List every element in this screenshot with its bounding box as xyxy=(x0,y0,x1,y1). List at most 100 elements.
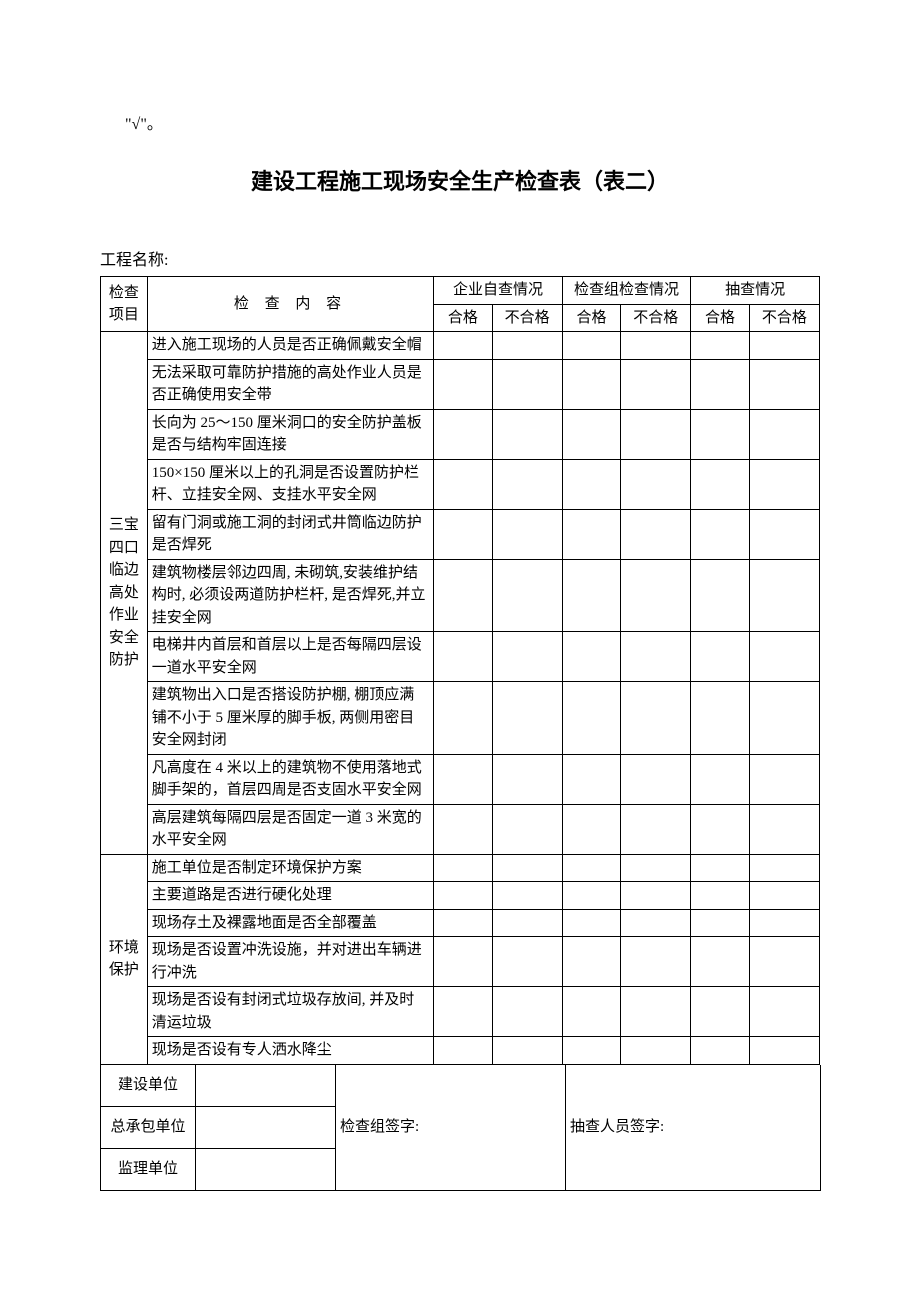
check-cell[interactable] xyxy=(562,332,620,360)
check-cell[interactable] xyxy=(621,937,691,987)
check-cell[interactable] xyxy=(749,509,819,559)
check-cell[interactable] xyxy=(562,509,620,559)
check-cell[interactable] xyxy=(492,937,562,987)
check-cell[interactable] xyxy=(749,332,819,360)
check-cell[interactable] xyxy=(749,804,819,854)
check-cell[interactable] xyxy=(562,909,620,937)
check-cell[interactable] xyxy=(434,682,492,755)
check-cell[interactable] xyxy=(562,409,620,459)
check-cell[interactable] xyxy=(621,409,691,459)
check-cell[interactable] xyxy=(749,359,819,409)
check-cell[interactable] xyxy=(562,854,620,882)
check-cell[interactable] xyxy=(621,987,691,1037)
sig-blank[interactable] xyxy=(196,1065,336,1107)
check-cell[interactable] xyxy=(621,509,691,559)
check-cell[interactable] xyxy=(434,882,492,910)
check-cell[interactable] xyxy=(691,682,749,755)
check-cell[interactable] xyxy=(492,332,562,360)
check-cell[interactable] xyxy=(562,682,620,755)
check-cell[interactable] xyxy=(434,359,492,409)
check-cell[interactable] xyxy=(434,559,492,632)
check-cell[interactable] xyxy=(749,909,819,937)
check-cell[interactable] xyxy=(562,359,620,409)
check-cell[interactable] xyxy=(621,332,691,360)
check-cell[interactable] xyxy=(562,632,620,682)
check-cell[interactable] xyxy=(492,987,562,1037)
check-cell[interactable] xyxy=(492,359,562,409)
check-cell[interactable] xyxy=(434,804,492,854)
check-cell[interactable] xyxy=(492,632,562,682)
check-cell[interactable] xyxy=(621,459,691,509)
check-cell[interactable] xyxy=(434,409,492,459)
check-cell[interactable] xyxy=(749,854,819,882)
check-cell[interactable] xyxy=(749,682,819,755)
check-cell[interactable] xyxy=(691,754,749,804)
check-cell[interactable] xyxy=(621,804,691,854)
check-cell[interactable] xyxy=(621,1037,691,1065)
check-cell[interactable] xyxy=(621,854,691,882)
check-cell[interactable] xyxy=(621,882,691,910)
check-cell[interactable] xyxy=(492,882,562,910)
checkgroup-sign[interactable]: 检查组签字: xyxy=(336,1065,566,1191)
check-cell[interactable] xyxy=(562,804,620,854)
check-cell[interactable] xyxy=(492,409,562,459)
check-cell[interactable] xyxy=(691,937,749,987)
check-cell[interactable] xyxy=(691,854,749,882)
check-cell[interactable] xyxy=(691,804,749,854)
check-cell[interactable] xyxy=(691,882,749,910)
check-cell[interactable] xyxy=(749,459,819,509)
check-cell[interactable] xyxy=(691,987,749,1037)
check-cell[interactable] xyxy=(691,632,749,682)
check-cell[interactable] xyxy=(691,509,749,559)
check-cell[interactable] xyxy=(749,937,819,987)
check-cell[interactable] xyxy=(749,987,819,1037)
check-cell[interactable] xyxy=(562,459,620,509)
check-cell[interactable] xyxy=(562,937,620,987)
check-cell[interactable] xyxy=(621,909,691,937)
check-cell[interactable] xyxy=(621,559,691,632)
check-cell[interactable] xyxy=(434,937,492,987)
check-cell[interactable] xyxy=(492,754,562,804)
check-cell[interactable] xyxy=(434,987,492,1037)
check-cell[interactable] xyxy=(492,509,562,559)
check-cell[interactable] xyxy=(492,559,562,632)
check-cell[interactable] xyxy=(434,854,492,882)
check-cell[interactable] xyxy=(749,409,819,459)
check-cell[interactable] xyxy=(434,332,492,360)
check-cell[interactable] xyxy=(691,332,749,360)
check-cell[interactable] xyxy=(562,559,620,632)
check-cell[interactable] xyxy=(492,459,562,509)
check-cell[interactable] xyxy=(492,682,562,755)
check-cell[interactable] xyxy=(562,987,620,1037)
check-cell[interactable] xyxy=(691,409,749,459)
check-cell[interactable] xyxy=(621,754,691,804)
sig-blank[interactable] xyxy=(196,1149,336,1191)
check-cell[interactable] xyxy=(691,459,749,509)
check-cell[interactable] xyxy=(691,1037,749,1065)
check-cell[interactable] xyxy=(434,632,492,682)
check-cell[interactable] xyxy=(621,632,691,682)
check-cell[interactable] xyxy=(434,509,492,559)
check-cell[interactable] xyxy=(562,1037,620,1065)
check-cell[interactable] xyxy=(562,754,620,804)
check-cell[interactable] xyxy=(434,909,492,937)
check-cell[interactable] xyxy=(749,559,819,632)
check-cell[interactable] xyxy=(691,909,749,937)
check-cell[interactable] xyxy=(749,882,819,910)
check-cell[interactable] xyxy=(562,882,620,910)
check-cell[interactable] xyxy=(434,754,492,804)
check-cell[interactable] xyxy=(621,359,691,409)
check-cell[interactable] xyxy=(492,854,562,882)
check-cell[interactable] xyxy=(434,1037,492,1065)
check-cell[interactable] xyxy=(621,682,691,755)
sig-blank[interactable] xyxy=(196,1107,336,1149)
check-cell[interactable] xyxy=(492,909,562,937)
check-cell[interactable] xyxy=(691,359,749,409)
check-cell[interactable] xyxy=(492,804,562,854)
check-cell[interactable] xyxy=(434,459,492,509)
check-cell[interactable] xyxy=(749,632,819,682)
spotcheck-sign[interactable]: 抽查人员签字: xyxy=(566,1065,821,1191)
check-cell[interactable] xyxy=(749,1037,819,1065)
check-cell[interactable] xyxy=(749,754,819,804)
check-cell[interactable] xyxy=(492,1037,562,1065)
